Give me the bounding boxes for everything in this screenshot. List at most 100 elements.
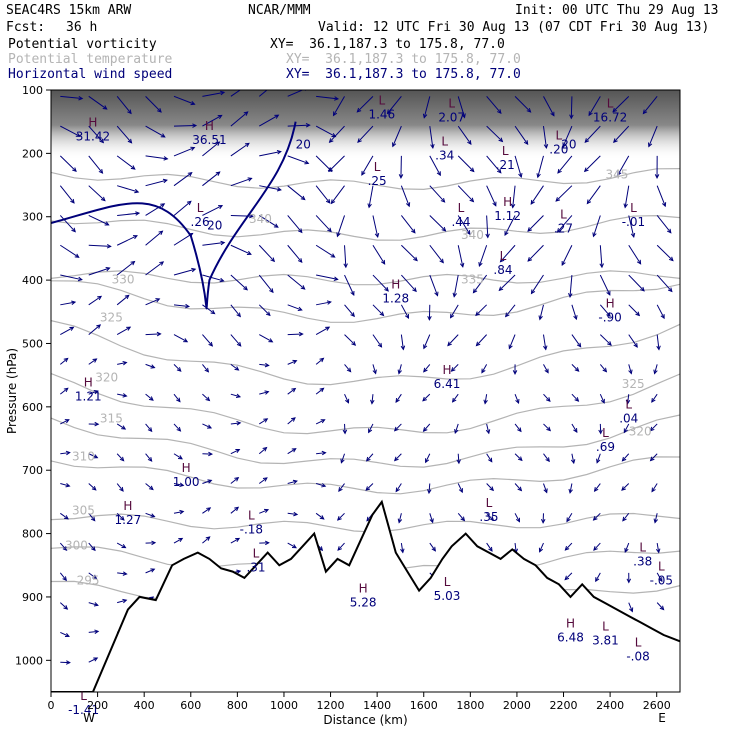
wind-vector xyxy=(555,185,573,202)
wind-vector xyxy=(628,215,636,238)
extremum-type: L xyxy=(560,208,567,222)
wind-vector xyxy=(287,387,297,395)
extremum-value: .21 xyxy=(496,158,515,172)
extremum-type: L xyxy=(602,426,609,440)
wind-vector xyxy=(486,542,493,552)
wind-vector xyxy=(422,423,431,432)
extremum-type: H xyxy=(391,277,400,291)
theta-label: 345 xyxy=(605,168,628,182)
wind-vector xyxy=(395,393,402,403)
wind-vector xyxy=(498,274,516,292)
wind-vector xyxy=(570,453,576,465)
wind-vector xyxy=(592,215,601,238)
extremum-value: .69 xyxy=(596,440,615,454)
wind-vector xyxy=(59,542,68,552)
extremum-value: .20 xyxy=(549,142,568,156)
wind-vector xyxy=(624,542,630,553)
wind-vector xyxy=(202,507,212,514)
extremum-type: H xyxy=(182,461,191,475)
wind-vector xyxy=(116,235,138,246)
wind-vector xyxy=(617,155,630,176)
extremum-type: H xyxy=(84,376,93,390)
wind-vector xyxy=(543,393,551,402)
wind-vector xyxy=(88,389,99,395)
x-tick-label: 1200 xyxy=(317,699,345,712)
wind-vector xyxy=(599,274,611,296)
extremum-type: L xyxy=(486,496,493,510)
extremum-value: 1.28 xyxy=(382,291,409,305)
wind-vector xyxy=(60,244,80,258)
wind-vector xyxy=(230,111,249,127)
wind-vector xyxy=(88,358,98,365)
wind-vector xyxy=(88,629,100,634)
wind-vector xyxy=(457,155,475,173)
wind-vector xyxy=(586,185,601,205)
extremum-value: .04 xyxy=(619,412,638,426)
wind-vector xyxy=(145,540,157,546)
wind-vector xyxy=(173,334,189,343)
wind-vector xyxy=(145,203,166,216)
wind-vector xyxy=(357,125,374,143)
wind-vector xyxy=(423,334,431,350)
wind-vector xyxy=(116,294,130,306)
wind-vector xyxy=(258,244,276,263)
wind-vector xyxy=(370,394,375,405)
extremum-type: H xyxy=(503,195,512,209)
wind-vector xyxy=(117,211,141,216)
wind-vector xyxy=(457,125,472,145)
wind-vector xyxy=(60,387,69,395)
theta-label: 310 xyxy=(72,450,95,464)
wind-vector xyxy=(88,324,102,335)
wind-vector xyxy=(287,359,298,365)
wind-vector xyxy=(543,453,550,463)
wind-vector xyxy=(400,185,411,208)
wind-vector xyxy=(401,274,417,293)
wind-vector xyxy=(60,660,71,665)
extremum-type: H xyxy=(443,363,452,377)
wind-vector xyxy=(145,423,153,433)
wind-vector xyxy=(656,244,674,262)
extremum-type: H xyxy=(123,499,132,513)
wind-vector xyxy=(596,453,601,464)
wind-vector xyxy=(336,512,345,521)
y-tick-label: 1000 xyxy=(15,654,43,667)
wind-vector xyxy=(315,185,331,204)
extremum-value: 5.28 xyxy=(350,595,377,609)
wind-vector xyxy=(173,95,196,106)
wind-vector xyxy=(599,364,608,373)
field-name-wind: Horizontal wind speed xyxy=(8,67,173,82)
wind-vector xyxy=(626,572,632,584)
wind-vector xyxy=(259,334,274,343)
wind-vector xyxy=(316,95,340,101)
wind-vector xyxy=(287,479,298,485)
wind-vector xyxy=(538,542,544,553)
wind-vector xyxy=(423,364,431,373)
wind-vector xyxy=(486,185,497,207)
wind-vector xyxy=(653,513,658,524)
wind-vector xyxy=(173,453,183,460)
wind-vector xyxy=(145,230,164,246)
extremum-value: 36.51 xyxy=(192,133,226,147)
extremum-type: L xyxy=(500,249,507,263)
wind-vector xyxy=(483,394,488,405)
wind-vector xyxy=(173,172,193,187)
wind-vector xyxy=(568,483,573,494)
wind-vector xyxy=(361,155,374,176)
extremum-value: .35 xyxy=(479,510,498,524)
extremum-type: L xyxy=(625,398,632,412)
wind-vector xyxy=(486,483,495,492)
theta-label: 320 xyxy=(95,370,118,384)
wind-vector xyxy=(571,304,578,321)
wind-vector xyxy=(287,511,299,517)
wind-vector xyxy=(230,334,242,347)
wind-vector xyxy=(514,393,520,405)
wind-vector xyxy=(145,363,156,369)
wind-vector xyxy=(88,421,100,427)
wind-vector xyxy=(584,125,601,143)
extremum-type: H xyxy=(359,581,368,595)
wind-vector xyxy=(452,274,459,298)
extremum-value: 2.07 xyxy=(438,111,465,125)
extremum-type: L xyxy=(197,201,204,215)
extremum-type: H xyxy=(205,119,214,133)
wind-vector xyxy=(486,96,502,114)
